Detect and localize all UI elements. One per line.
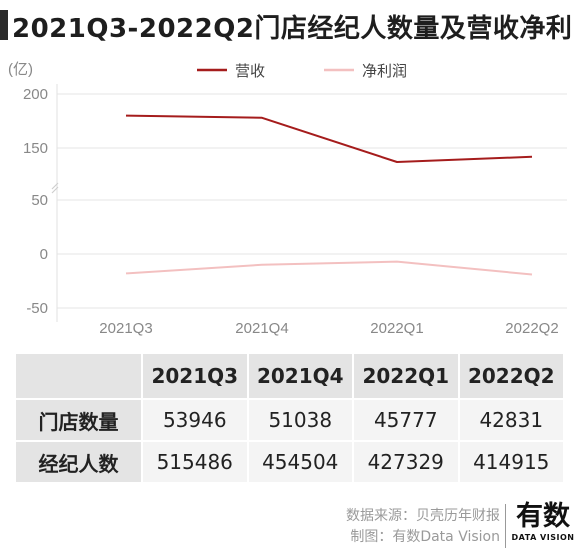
logo-subtext: DATA VISION (511, 533, 575, 542)
series-line (125, 260, 533, 276)
table-cell: 427329 (352, 440, 460, 484)
table-header-cell: 2022Q1 (352, 352, 460, 400)
table-cell: 42831 (457, 398, 565, 442)
table-cell: 414915 (457, 440, 565, 484)
legend-label: 营收 (235, 62, 265, 80)
table-cell: 45777 (352, 398, 460, 442)
chart-gridlines (56, 84, 567, 322)
series-line (125, 114, 533, 163)
table-header-cell: 2022Q2 (457, 352, 565, 400)
axis-break-mark (51, 182, 59, 194)
table-row: 经纪人数 515486 454504 427329 414915 (14, 440, 565, 484)
y-tick-label: 200 (23, 86, 48, 103)
data-table: 2021Q3 2021Q4 2022Q1 2022Q2 门店数量 53946 5… (14, 352, 565, 484)
table-cell: 454504 (246, 440, 354, 484)
table-header-row: 2021Q3 2021Q4 2022Q1 2022Q2 (14, 352, 565, 400)
x-tick-label: 2022Q2 (505, 320, 558, 337)
y-axis: 200 150 50 0 -50 (亿) (8, 61, 48, 317)
y-tick-label: 50 (31, 192, 48, 209)
chart-credit: 制图：有数Data Vision (350, 529, 500, 545)
line-chart: 200 150 50 0 -50 (亿) 2021Q3 2021Q4 2022Q1 2022Q2… (8, 61, 567, 337)
chart-series (125, 114, 533, 276)
legend-label: 净利润 (362, 62, 407, 80)
data-source: 数据来源：贝壳历年财报 (346, 508, 500, 524)
x-tick-label: 2022Q1 (370, 320, 423, 337)
x-axis: 2021Q3 2021Q4 2022Q1 2022Q2 (99, 320, 558, 337)
table-row: 门店数量 53946 51038 45777 42831 (14, 398, 565, 442)
table-corner-cell (14, 352, 143, 400)
logo-divider (505, 504, 506, 548)
footer-text: 数据来源：贝壳历年财报 制图：有数Data Vision (300, 506, 500, 548)
table-header-cell: 2021Q4 (246, 352, 354, 400)
y-axis-unit: (亿) (8, 61, 33, 78)
chart-legend: 营收 净利润 (197, 62, 407, 80)
title-accent-bar (0, 10, 8, 40)
table-cell: 53946 (141, 398, 249, 442)
page-title: 2021Q3-2022Q2门店经纪人数量及营收净利 (12, 14, 573, 44)
table-cell: 515486 (141, 440, 249, 484)
axis-break-icon (51, 182, 59, 194)
logo-text: 有数 (516, 501, 570, 532)
table-cell: 51038 (246, 398, 354, 442)
table-header-cell: 2021Q3 (141, 352, 249, 400)
y-tick-label: 0 (40, 246, 48, 263)
row-label: 门店数量 (14, 398, 143, 442)
x-tick-label: 2021Q4 (235, 320, 288, 337)
row-label: 经纪人数 (14, 440, 143, 484)
y-tick-label: 150 (23, 140, 48, 157)
x-tick-label: 2021Q3 (99, 320, 152, 337)
y-tick-label: -50 (26, 300, 48, 317)
brand-logo: 有数 DATA VISION (511, 501, 575, 542)
